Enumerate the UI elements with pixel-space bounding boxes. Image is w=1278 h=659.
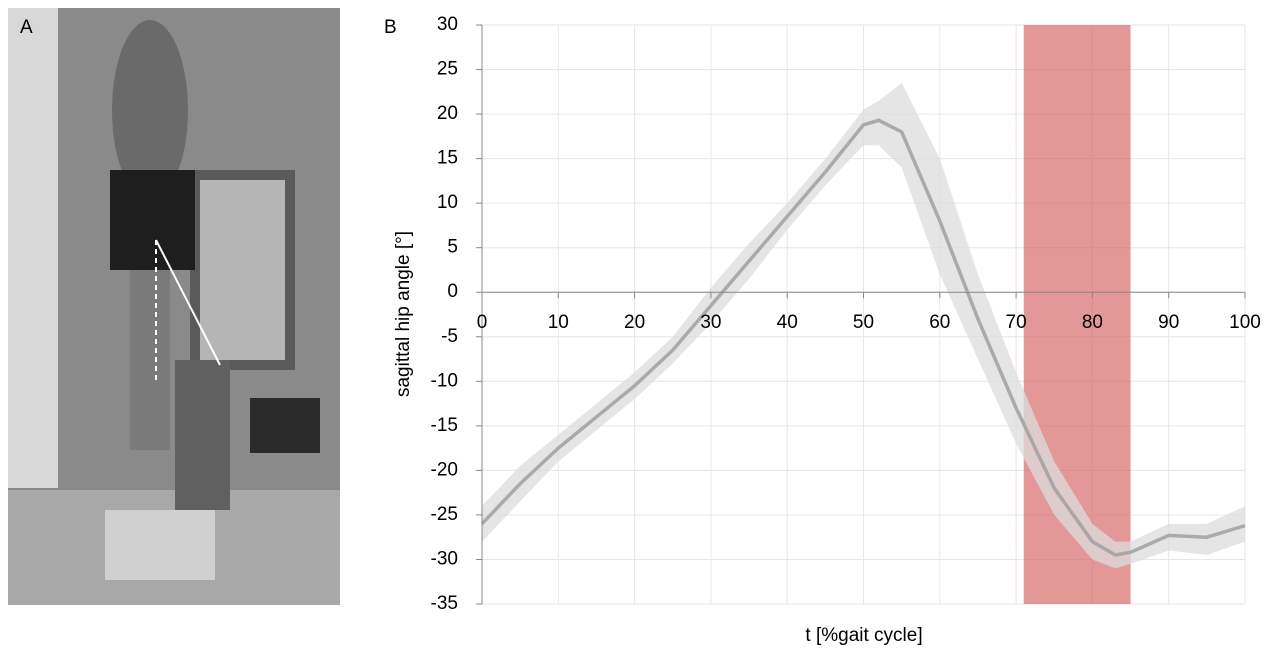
y-tick-label: -20: [431, 459, 458, 480]
y-tick-label: -15: [431, 415, 458, 436]
x-tick-label: 10: [548, 312, 569, 333]
y-tick-label: -5: [441, 326, 458, 347]
y-tick-label: 15: [437, 148, 458, 169]
x-tick-label: 30: [700, 312, 721, 333]
y-axis-label: sagittal hip angle [°]: [393, 231, 414, 397]
x-tick-label: 50: [853, 312, 874, 333]
y-tick-label: 10: [437, 192, 458, 213]
x-axis-label: t [%gait cycle]: [805, 625, 922, 646]
photo: [8, 8, 340, 605]
y-tick-label: 20: [437, 103, 458, 124]
x-tick-label: 0: [477, 312, 488, 333]
y-tick-label: -25: [431, 504, 458, 525]
x-tick-label: 20: [624, 312, 645, 333]
y-tick-label: -35: [431, 593, 458, 614]
x-tick-label: 60: [929, 312, 950, 333]
y-tick-label: -30: [431, 548, 458, 569]
y-tick-label: -10: [431, 370, 458, 391]
y-tick-label: 5: [447, 237, 458, 258]
x-tick-label: 70: [1006, 312, 1027, 333]
panel-label: B: [384, 17, 397, 38]
y-tick-label: 0: [447, 281, 458, 302]
mean-line: [480, 118, 1246, 557]
x-tick-label: 40: [777, 312, 798, 333]
panel-label: A: [20, 17, 33, 38]
x-tick-label: 80: [1082, 312, 1103, 333]
x-tick-label: 90: [1158, 312, 1179, 333]
y-tick-label: 25: [437, 59, 458, 80]
x-tick-label: 100: [1229, 312, 1261, 333]
y-tick-label: 30: [437, 14, 458, 35]
